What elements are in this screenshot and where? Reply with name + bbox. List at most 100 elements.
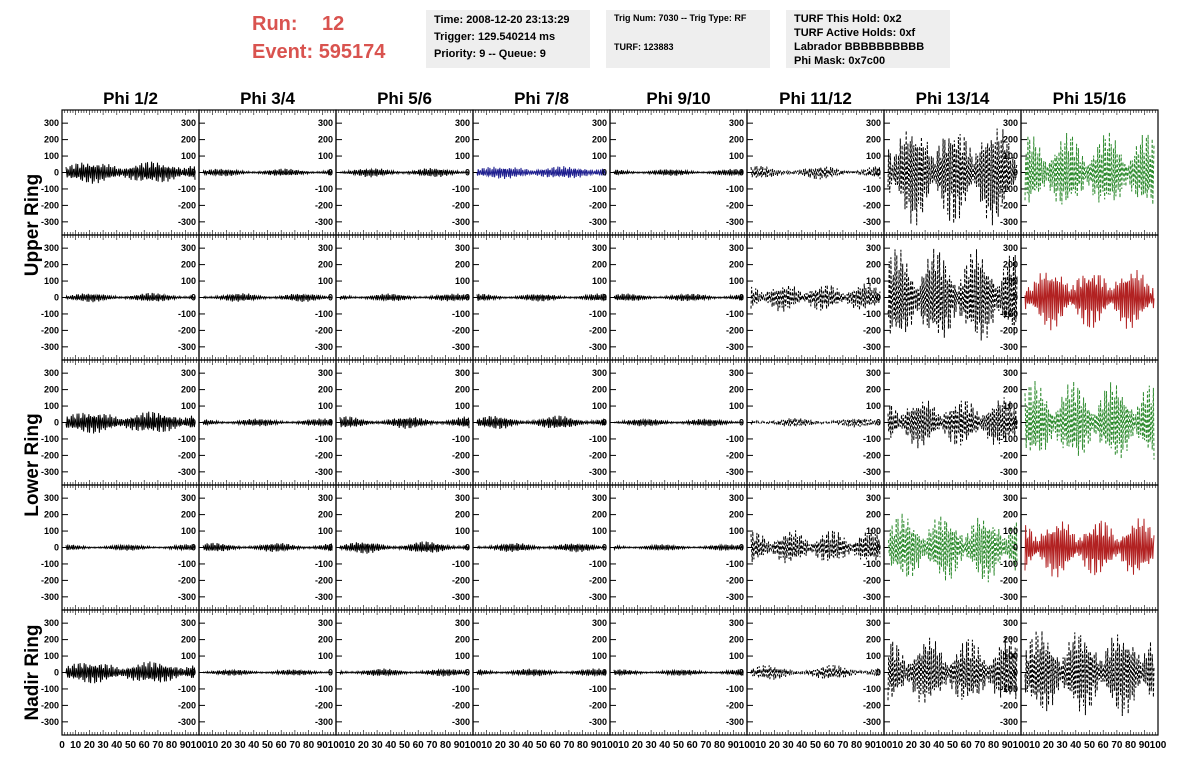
y-tick-label: -200 <box>315 200 333 210</box>
y-tick-label: 300 <box>592 368 607 378</box>
y-tick-label: -200 <box>726 200 744 210</box>
y-tick-label: 200 <box>729 260 744 270</box>
y-tick-label: 200 <box>181 260 196 270</box>
y-tick-label: -100 <box>315 184 333 194</box>
trig-info-box: Trig Num: 7030 -- Trig Type: RF TURF: 12… <box>606 10 770 68</box>
y-tick-label: -200 <box>315 325 333 335</box>
x-tick-label: 30 <box>1057 740 1069 751</box>
x-tick-label: 80 <box>714 740 726 751</box>
x-tick-label: 60 <box>687 740 699 751</box>
trig-num-text: Trig Num: 7030 -- Trig Type: RF <box>614 13 747 23</box>
y-tick-label: 100 <box>729 651 744 661</box>
y-tick-label: -200 <box>1000 450 1018 460</box>
waveform-trace <box>65 543 196 552</box>
y-tick-label: -300 <box>863 592 881 602</box>
y-tick-label: -300 <box>863 717 881 727</box>
y-tick-label: 0 <box>876 543 881 553</box>
y-tick-label: -100 <box>315 434 333 444</box>
y-tick-label: -300 <box>863 217 881 227</box>
x-tick-label: 80 <box>440 740 452 751</box>
y-tick-label: -300 <box>863 342 881 352</box>
y-tick-label: 100 <box>729 401 744 411</box>
x-tick-label: 30 <box>98 740 110 751</box>
x-tick-label: 20 <box>906 740 918 751</box>
y-tick-label: -100 <box>178 434 196 444</box>
y-tick-label: -300 <box>41 592 59 602</box>
x-tick-label: 60 <box>824 740 836 751</box>
y-tick-label: 100 <box>44 401 59 411</box>
y-tick-label: 300 <box>181 618 196 628</box>
waveform-trace <box>614 293 744 302</box>
waveform-trace <box>339 541 470 554</box>
y-tick-label: 0 <box>876 293 881 303</box>
waveform-trace <box>476 668 607 677</box>
x-tick-label: 90 <box>1002 740 1014 751</box>
y-tick-label: -300 <box>726 217 744 227</box>
priority-text: Priority: 9 -- Queue: 9 <box>434 48 546 60</box>
y-tick-label: 300 <box>592 618 607 628</box>
x-tick-label: 50 <box>536 740 548 751</box>
y-tick-label: 100 <box>729 276 744 286</box>
y-tick-label: 0 <box>1013 418 1018 428</box>
x-tick-label: 40 <box>111 740 123 751</box>
waveform-trace <box>1024 518 1155 578</box>
x-tick-label: 10 <box>70 740 82 751</box>
y-tick-label: -300 <box>315 467 333 477</box>
y-tick-label: 300 <box>1003 618 1018 628</box>
y-tick-label: -300 <box>315 342 333 352</box>
y-tick-label: 100 <box>729 151 744 161</box>
waveform-trace <box>202 542 333 552</box>
y-tick-label: 0 <box>602 168 607 178</box>
y-tick-label: -100 <box>1000 309 1018 319</box>
x-tick-label: 10 <box>344 740 356 751</box>
waveform-trace <box>65 161 196 184</box>
waveform-trace <box>339 293 470 302</box>
x-tick-label: 30 <box>509 740 521 751</box>
y-tick-label: 300 <box>455 368 470 378</box>
y-tick-label: -100 <box>452 684 470 694</box>
waveform-trace <box>887 637 1018 704</box>
waveform-trace <box>887 248 1018 341</box>
waveform-trace <box>339 668 470 677</box>
y-tick-label: -300 <box>726 467 744 477</box>
y-tick-label: -200 <box>726 700 744 710</box>
y-tick-label: -100 <box>41 559 59 569</box>
time-info-box: Time: 2008-12-20 23:13:29 Trigger: 129.5… <box>426 10 590 68</box>
x-tick-label: 70 <box>1111 740 1123 751</box>
y-tick-label: -200 <box>178 325 196 335</box>
ring-label: Nadir Ring <box>22 624 43 720</box>
y-tick-label: 200 <box>318 135 333 145</box>
y-tick-label: 300 <box>729 243 744 253</box>
x-tick-label: 40 <box>385 740 397 751</box>
y-tick-label: -100 <box>726 309 744 319</box>
event-label: Event: <box>252 41 314 63</box>
y-tick-label: 100 <box>318 151 333 161</box>
waveform-trace <box>750 165 881 180</box>
y-tick-label: 0 <box>465 543 470 553</box>
x-tick-label: 50 <box>810 740 822 751</box>
y-tick-label: -300 <box>41 217 59 227</box>
y-tick-label: 300 <box>729 368 744 378</box>
y-tick-label: -200 <box>726 450 744 460</box>
y-tick-label: -300 <box>589 592 607 602</box>
x-tick-label: 90 <box>317 740 329 751</box>
waveform-trace <box>476 166 607 180</box>
turf-info-box: TURF This Hold: 0x2 TURF Active Holds: 0… <box>786 10 950 68</box>
x-tick-label: 90 <box>1139 740 1151 751</box>
y-tick-label: -100 <box>452 434 470 444</box>
y-tick-label: 200 <box>44 510 59 520</box>
y-tick-label: -300 <box>178 217 196 227</box>
x-tick-label: 10 <box>481 740 493 751</box>
y-tick-label: 100 <box>866 651 881 661</box>
x-tick-label: 40 <box>659 740 671 751</box>
y-tick-label: 200 <box>455 135 470 145</box>
y-tick-label: -100 <box>589 434 607 444</box>
y-tick-label: 300 <box>1003 368 1018 378</box>
y-tick-label: -300 <box>589 467 607 477</box>
y-tick-label: -100 <box>452 309 470 319</box>
y-tick-label: 0 <box>191 293 196 303</box>
y-tick-label: 200 <box>455 385 470 395</box>
y-tick-label: -300 <box>863 467 881 477</box>
x-tick-label: 50 <box>399 740 411 751</box>
